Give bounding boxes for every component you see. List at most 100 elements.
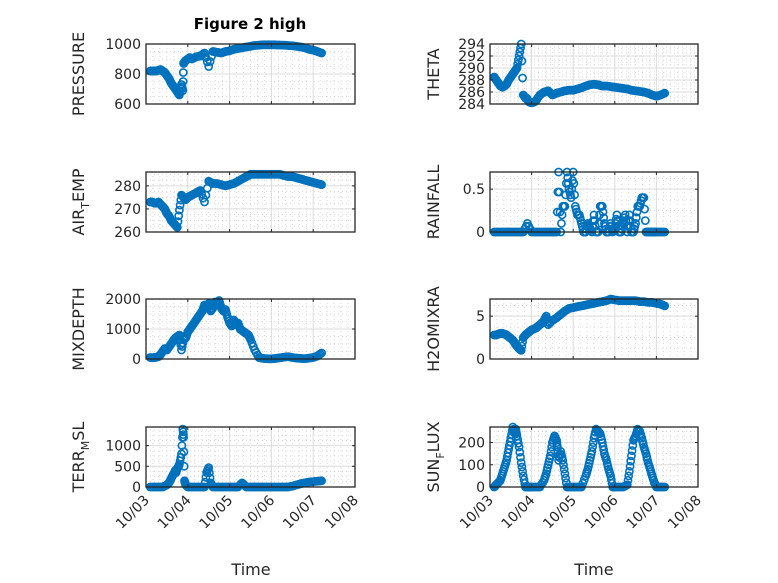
y-tick-label: 0 [476, 225, 485, 241]
data-point [512, 63, 522, 73]
y-tick-label: 294 [458, 37, 485, 53]
data-point [623, 475, 633, 485]
data-point [660, 88, 670, 98]
data-point [660, 301, 670, 311]
data-point [317, 180, 326, 190]
data-point [317, 348, 326, 358]
y-tick-label: 0 [132, 480, 141, 496]
y-tick-label: 270 [114, 202, 141, 218]
data-point [558, 455, 568, 465]
data-point [569, 178, 579, 188]
data-point [561, 473, 570, 483]
data-point [624, 471, 634, 481]
x-tick-label: 10/06 [238, 492, 278, 532]
data-point [175, 200, 185, 210]
y-tick-label: 290 [458, 61, 485, 77]
y-tick-label: 0 [132, 352, 141, 368]
axes-box [489, 298, 699, 360]
data-point [518, 73, 527, 83]
y-tick-label: 500 [114, 459, 141, 475]
data-point [560, 201, 570, 211]
data-point [631, 218, 640, 228]
data-point [622, 480, 632, 490]
y-axis-label: THETA [424, 48, 443, 100]
x-tick-label: 10/03 [113, 493, 153, 533]
data-point [627, 446, 637, 456]
data-point [514, 442, 524, 452]
y-tick-label: 200 [458, 436, 485, 452]
data-point [631, 213, 641, 223]
subplot-rainfall: 0 0.5 RAINFALL [424, 165, 699, 241]
data-point [599, 213, 609, 223]
data-point [174, 211, 184, 221]
data-point [612, 210, 622, 220]
data-point [516, 452, 525, 462]
axes-box [145, 171, 356, 233]
data-point [557, 210, 567, 220]
data-points [489, 294, 670, 355]
x-tick-label: 10/07 [280, 493, 320, 533]
y-axis-label: TERRMSL [69, 422, 92, 494]
data-point [178, 427, 188, 437]
data-point [514, 438, 523, 448]
subplot-mixdepth: 0 1000 2000 MIXDEPTH [69, 287, 356, 371]
x-tick-label: 10/08 [665, 493, 705, 533]
data-point [204, 463, 214, 472]
data-point [179, 447, 189, 457]
x-axis-label-right: Time [573, 560, 613, 579]
data-point [598, 207, 608, 217]
axes-box [489, 43, 699, 105]
data-point [640, 216, 650, 225]
y-tick-label: 286 [458, 85, 485, 101]
y-tick-label: 260 [114, 225, 141, 241]
data-point [559, 464, 569, 474]
x-tick-label: 10/07 [623, 493, 663, 533]
x-tick-label: 10/05 [197, 493, 237, 533]
y-tick-label: 288 [458, 73, 485, 89]
y-tick-label: 292 [458, 49, 485, 65]
data-point [639, 193, 649, 203]
subplot-h2omixra: 0 5 H2OMIXRA [424, 286, 699, 372]
data-point [173, 217, 183, 226]
axes-box [489, 426, 699, 488]
data-point [560, 469, 570, 479]
y-tick-label: 1000 [105, 37, 141, 53]
data-point [517, 462, 527, 472]
chart-title: Figure 2 high [194, 15, 307, 33]
axes-box [489, 171, 699, 233]
data-point [516, 458, 526, 467]
y-tick-label: 2000 [105, 292, 141, 308]
x-tick-label: 10/04 [499, 492, 539, 532]
data-point [559, 460, 568, 470]
subplot-pressure: 600 800 1000 PRESSURE [69, 32, 356, 116]
subplot-sun_flux: 0 100 200 10/03 10/04 10/05 10/06 10/07 10/08 SUN… [424, 421, 705, 532]
x-tick-label: 10/04 [155, 492, 195, 532]
data-point [317, 476, 326, 486]
data-point [515, 447, 525, 457]
y-tick-label: 0 [476, 480, 485, 496]
data-point [517, 341, 527, 351]
data-point [197, 189, 207, 199]
data-point [625, 461, 635, 471]
data-point [518, 466, 527, 476]
subplot-terr_msl: 0 500 1000 10/03 10/04 10/05 10/06 10/07 10/08 TE… [69, 422, 362, 533]
y-tick-label: 800 [114, 67, 141, 83]
y-tick-label: 1000 [105, 322, 141, 338]
data-point [178, 86, 188, 95]
data-point [570, 190, 579, 200]
data-point [597, 201, 607, 211]
data-point [587, 446, 597, 456]
y-axis-label: SUNFLUX [424, 421, 447, 492]
data-point [317, 48, 326, 58]
data-point [178, 68, 188, 77]
data-point [588, 442, 597, 452]
axes-box [145, 426, 356, 488]
y-tick-label: 280 [114, 179, 141, 195]
data-point [517, 56, 527, 66]
data-point [599, 445, 609, 455]
data-point [179, 432, 188, 442]
data-point [204, 468, 214, 478]
